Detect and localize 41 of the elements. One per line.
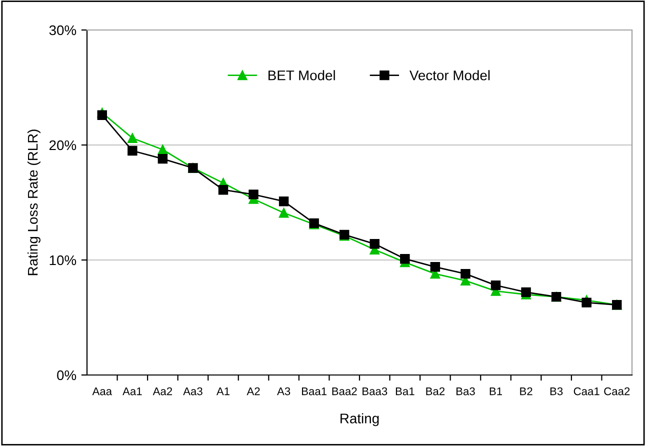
x-tick-label: B2 [520, 387, 532, 396]
x-tick-label: Caa2 [604, 387, 630, 396]
legend-label: Vector Model [410, 70, 490, 80]
point [97, 110, 107, 120]
x-tick-label: Aaa [92, 387, 112, 396]
x-axis-title: Rating [340, 413, 379, 426]
x-tick-label: A1 [216, 387, 230, 396]
x-tick-label: Ba2 [426, 387, 445, 396]
point [278, 208, 289, 218]
y-tick-label: 30% [49, 25, 76, 36]
x-tick-label: Baa3 [362, 387, 388, 396]
point [582, 298, 592, 308]
point [128, 146, 138, 156]
x-tick-label: Aa1 [122, 387, 142, 396]
point [218, 184, 228, 195]
x-tick-label: Aa2 [152, 387, 172, 396]
x-tick-label: Baa2 [332, 387, 357, 396]
x-tick-label: A3 [277, 387, 290, 396]
point [460, 268, 470, 279]
x-tick-label: Baa1 [302, 387, 327, 396]
point [248, 190, 258, 200]
x-tick-label: Caa1 [574, 387, 600, 396]
point [400, 254, 410, 264]
x-tick-label: B3 [550, 387, 563, 396]
x-tick-label: A2 [246, 387, 260, 396]
legend-label: BET Model [268, 70, 335, 80]
y-tick-label: 0% [57, 370, 76, 380]
x-tick-label: Ba1 [396, 387, 414, 396]
y-axis-title: Rating Loss Rate (RLR) [28, 130, 40, 276]
x-tick-label: Ba3 [456, 387, 475, 396]
x-tick-label: B1 [490, 387, 502, 396]
x-tick-label: Aa3 [183, 387, 202, 396]
point [158, 154, 168, 164]
point [158, 144, 168, 154]
y-tick-label: 10% [50, 255, 76, 266]
y-tick-label: 20% [49, 140, 76, 150]
point [430, 262, 440, 272]
point [128, 133, 138, 143]
point [370, 239, 380, 249]
point [278, 196, 289, 206]
point [490, 280, 501, 290]
